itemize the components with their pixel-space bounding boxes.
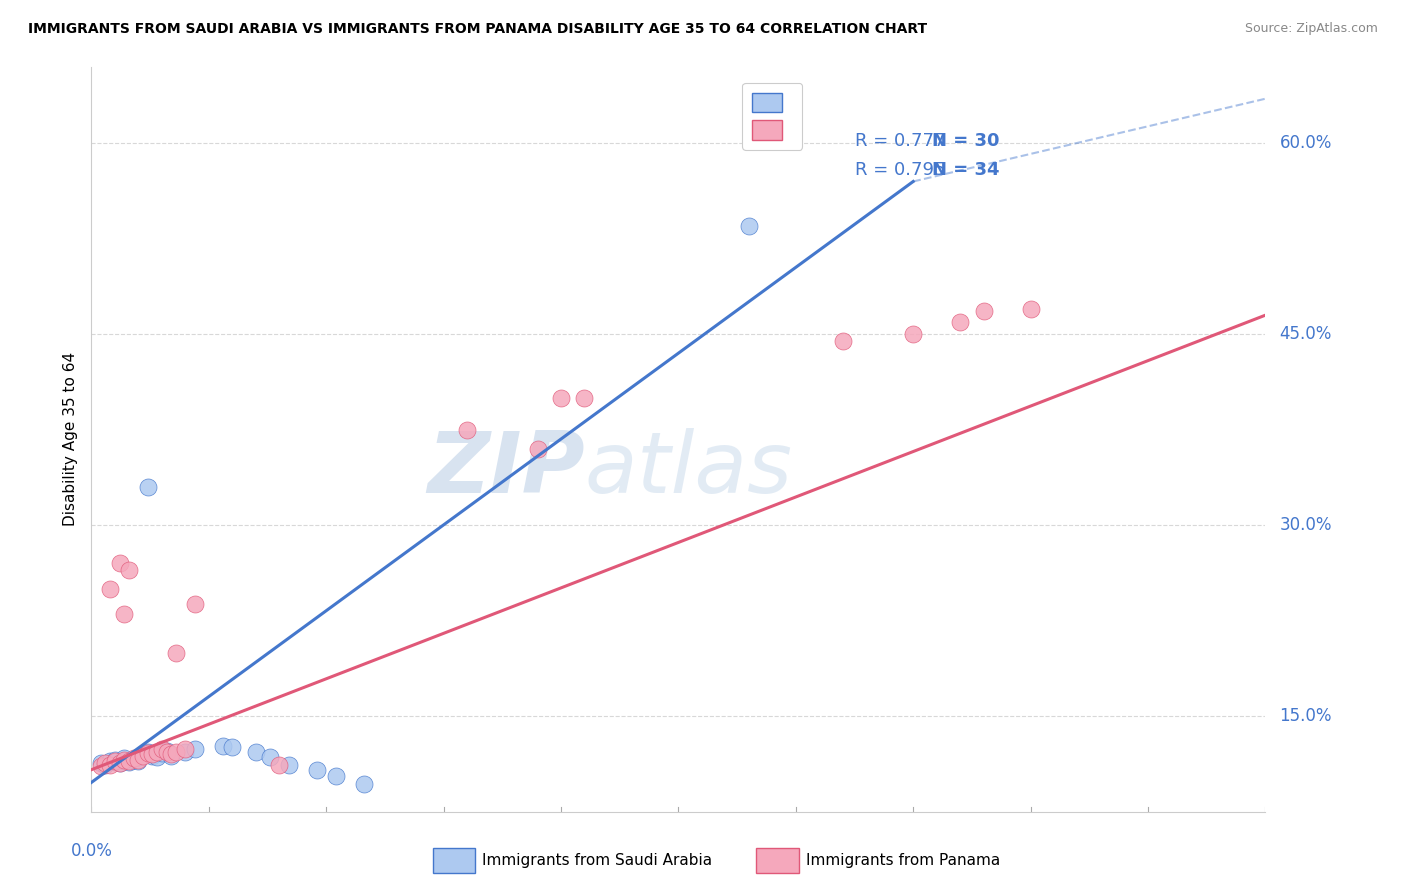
Text: 45.0%: 45.0%	[1279, 326, 1331, 343]
Point	[98, 582, 121, 596]
Point	[136, 480, 159, 494]
Text: ZIP: ZIP	[427, 427, 585, 510]
Text: R = 0.777: R = 0.777	[855, 132, 946, 150]
Point	[245, 745, 267, 759]
Point	[94, 756, 117, 771]
Text: 0.0%: 0.0%	[70, 841, 112, 860]
Point	[141, 747, 163, 762]
Point	[136, 745, 159, 759]
Point	[141, 748, 163, 763]
Text: IMMIGRANTS FROM SAUDI ARABIA VS IMMIGRANTS FROM PANAMA DISABILITY AGE 35 TO 64 C: IMMIGRANTS FROM SAUDI ARABIA VS IMMIGRAN…	[28, 22, 927, 37]
Y-axis label: Disability Age 35 to 64: Disability Age 35 to 64	[62, 352, 77, 526]
Point	[118, 754, 141, 768]
Text: Source: ZipAtlas.com: Source: ZipAtlas.com	[1244, 22, 1378, 36]
Point	[98, 757, 121, 772]
Point	[108, 557, 131, 571]
Point	[183, 742, 205, 756]
Point	[155, 743, 177, 757]
Point	[973, 304, 995, 318]
Point	[122, 751, 145, 765]
Point	[165, 745, 187, 759]
Point	[526, 442, 548, 456]
Point	[112, 754, 135, 768]
Point	[90, 756, 112, 771]
Text: N = 34: N = 34	[932, 161, 1000, 179]
Point	[146, 750, 169, 764]
Text: atlas: atlas	[585, 427, 793, 510]
Point	[155, 745, 177, 759]
Point	[122, 752, 145, 766]
Point	[108, 756, 131, 771]
Text: R = 0.795: R = 0.795	[855, 161, 946, 179]
Point	[112, 607, 135, 622]
Point	[160, 748, 183, 763]
Text: Immigrants from Panama: Immigrants from Panama	[806, 854, 1000, 868]
Point	[901, 327, 924, 342]
Point	[353, 777, 375, 791]
Point	[277, 757, 299, 772]
Point	[136, 746, 159, 760]
Point	[112, 752, 135, 766]
Point	[160, 747, 183, 762]
Point	[132, 747, 155, 762]
Point	[183, 597, 205, 611]
Point	[1019, 301, 1042, 316]
Point	[104, 754, 127, 768]
Point	[325, 769, 347, 783]
Point	[174, 745, 197, 759]
Text: 15.0%: 15.0%	[1279, 707, 1331, 725]
Point	[212, 739, 235, 753]
Point	[104, 752, 127, 766]
Text: Immigrants from Saudi Arabia: Immigrants from Saudi Arabia	[482, 854, 713, 868]
Point	[221, 739, 243, 754]
Point	[949, 314, 972, 328]
Point	[108, 756, 131, 771]
Point	[150, 742, 173, 756]
Point	[127, 752, 149, 766]
Point	[305, 763, 328, 777]
Point	[118, 563, 141, 577]
Text: 30.0%: 30.0%	[1279, 516, 1331, 534]
Text: N = 30: N = 30	[932, 132, 1000, 150]
Point	[738, 219, 761, 233]
Point	[90, 759, 112, 773]
Legend: , : ,	[742, 83, 803, 150]
Text: 60.0%: 60.0%	[1279, 135, 1331, 153]
Point	[127, 754, 149, 768]
Point	[165, 646, 187, 660]
Point	[259, 750, 281, 764]
Point	[127, 750, 149, 764]
Point	[112, 751, 135, 765]
Point	[118, 755, 141, 769]
Point	[831, 334, 853, 348]
Point	[269, 757, 291, 772]
Point	[456, 423, 478, 437]
Point	[574, 391, 596, 405]
Point	[174, 742, 197, 756]
Point	[550, 391, 572, 405]
Point	[98, 754, 121, 768]
Point	[94, 757, 117, 772]
Point	[146, 745, 169, 759]
Point	[150, 746, 173, 760]
Point	[104, 755, 127, 769]
Point	[132, 748, 155, 763]
